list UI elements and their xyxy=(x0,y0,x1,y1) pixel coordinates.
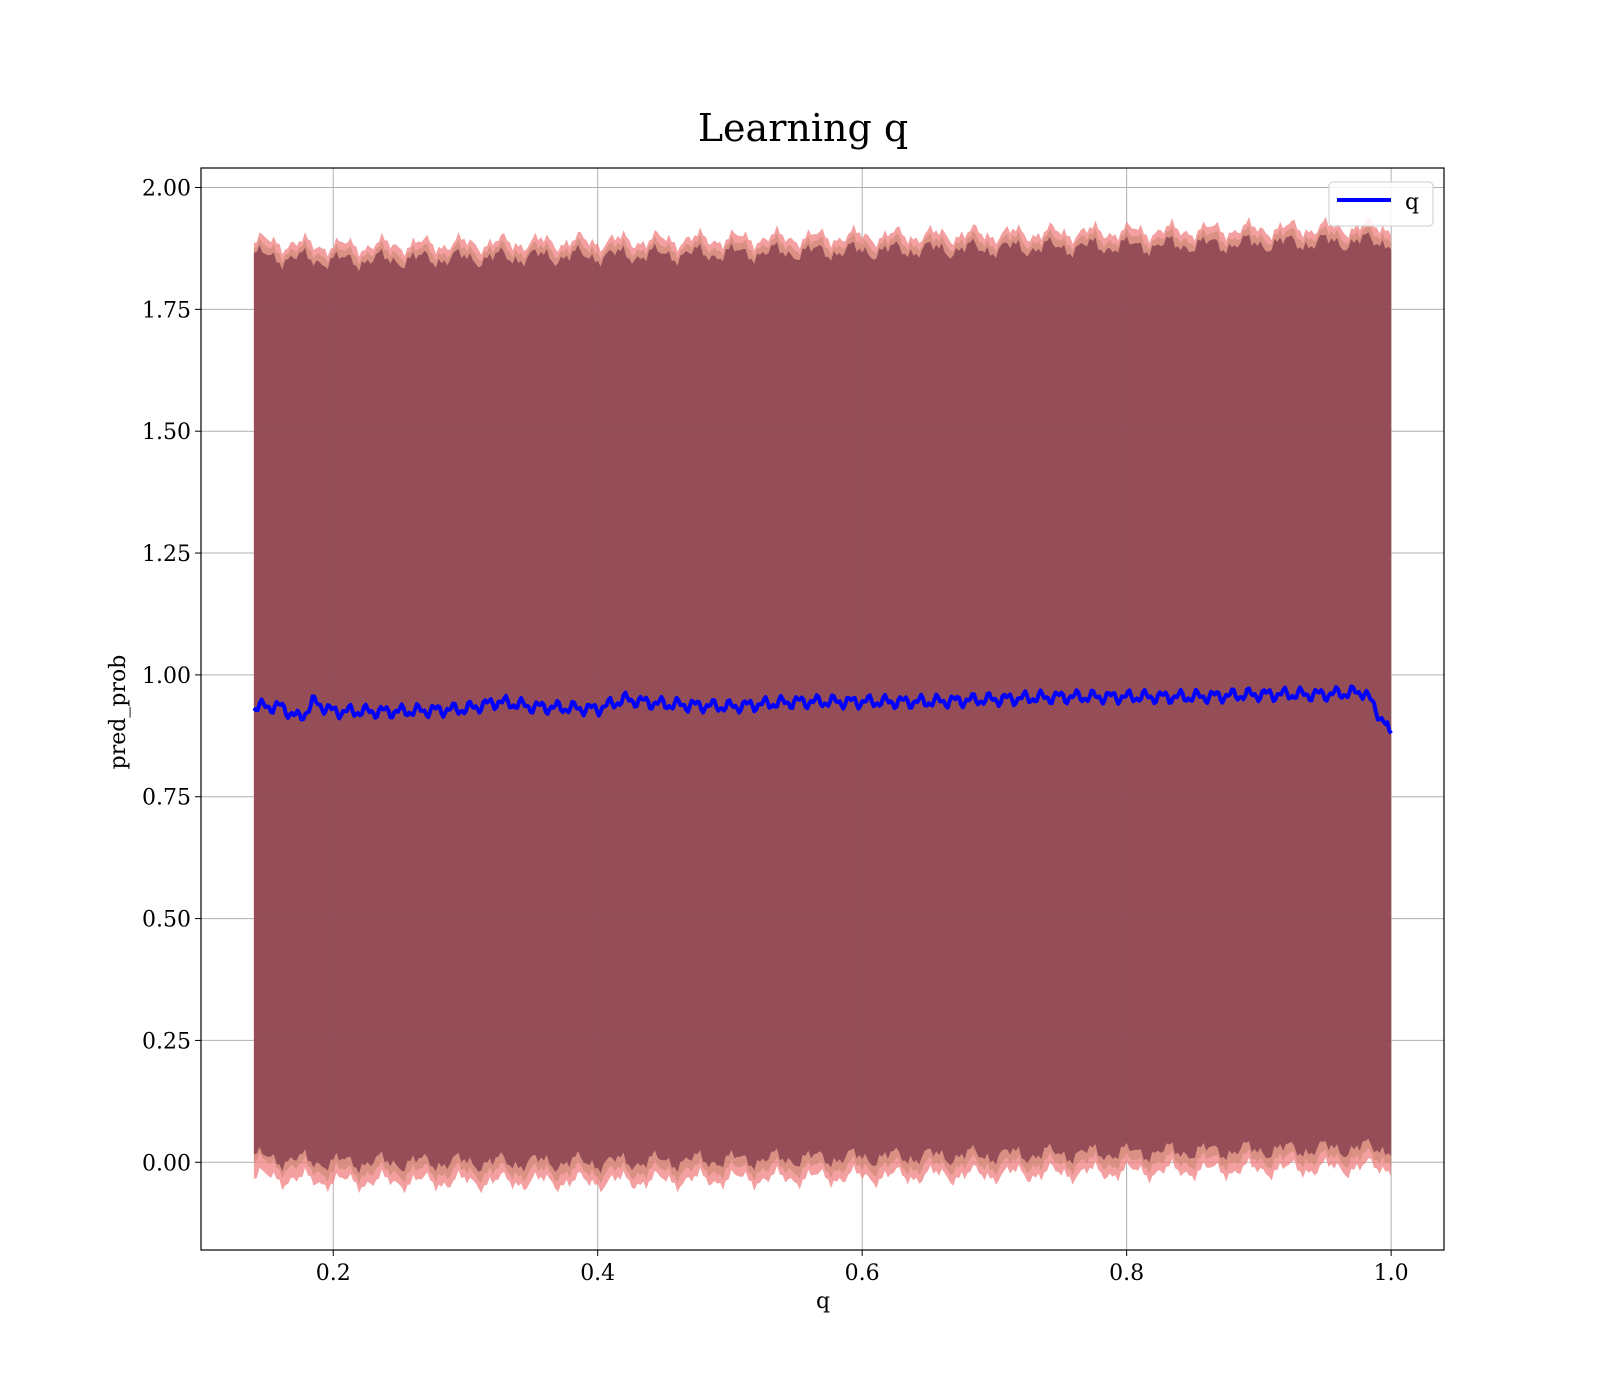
chart-title: Learning q xyxy=(698,106,908,150)
x-tick-label: 0.2 xyxy=(316,1261,351,1286)
legend-box xyxy=(1328,181,1434,227)
series-line-q xyxy=(252,684,1393,735)
y-tick-label: 0.25 xyxy=(142,1029,191,1054)
y-tick-label: 0.50 xyxy=(142,908,191,933)
plot-frame xyxy=(200,167,1445,1251)
line-series xyxy=(252,684,1393,735)
y-tick-label: 1.75 xyxy=(142,298,191,323)
y-tick-label: 2.00 xyxy=(142,176,191,201)
y-axis-label: pred_prob xyxy=(106,655,131,770)
y-tick-label: 1.25 xyxy=(142,542,191,567)
y-tick-label: 0.00 xyxy=(142,1151,191,1176)
x-tick-label: 0.4 xyxy=(580,1261,615,1286)
y-tick-label: 0.75 xyxy=(142,786,191,811)
x-tick-label: 0.6 xyxy=(845,1261,880,1286)
y-tick-label: 1.50 xyxy=(142,420,191,445)
x-tick-label: 1.0 xyxy=(1374,1261,1409,1286)
ticks: 0.2 0.4 0.6 0.8 1.0 0.00 0.25 0.50 0.75 1.00 1.25 1… xyxy=(142,176,1409,1286)
x-axis-label: q xyxy=(816,1289,830,1314)
y-tick-label: 1.00 xyxy=(142,664,191,689)
legend-entry-q: q xyxy=(1405,190,1419,215)
legend: q xyxy=(1328,181,1434,227)
x-tick-label: 0.8 xyxy=(1109,1261,1144,1286)
